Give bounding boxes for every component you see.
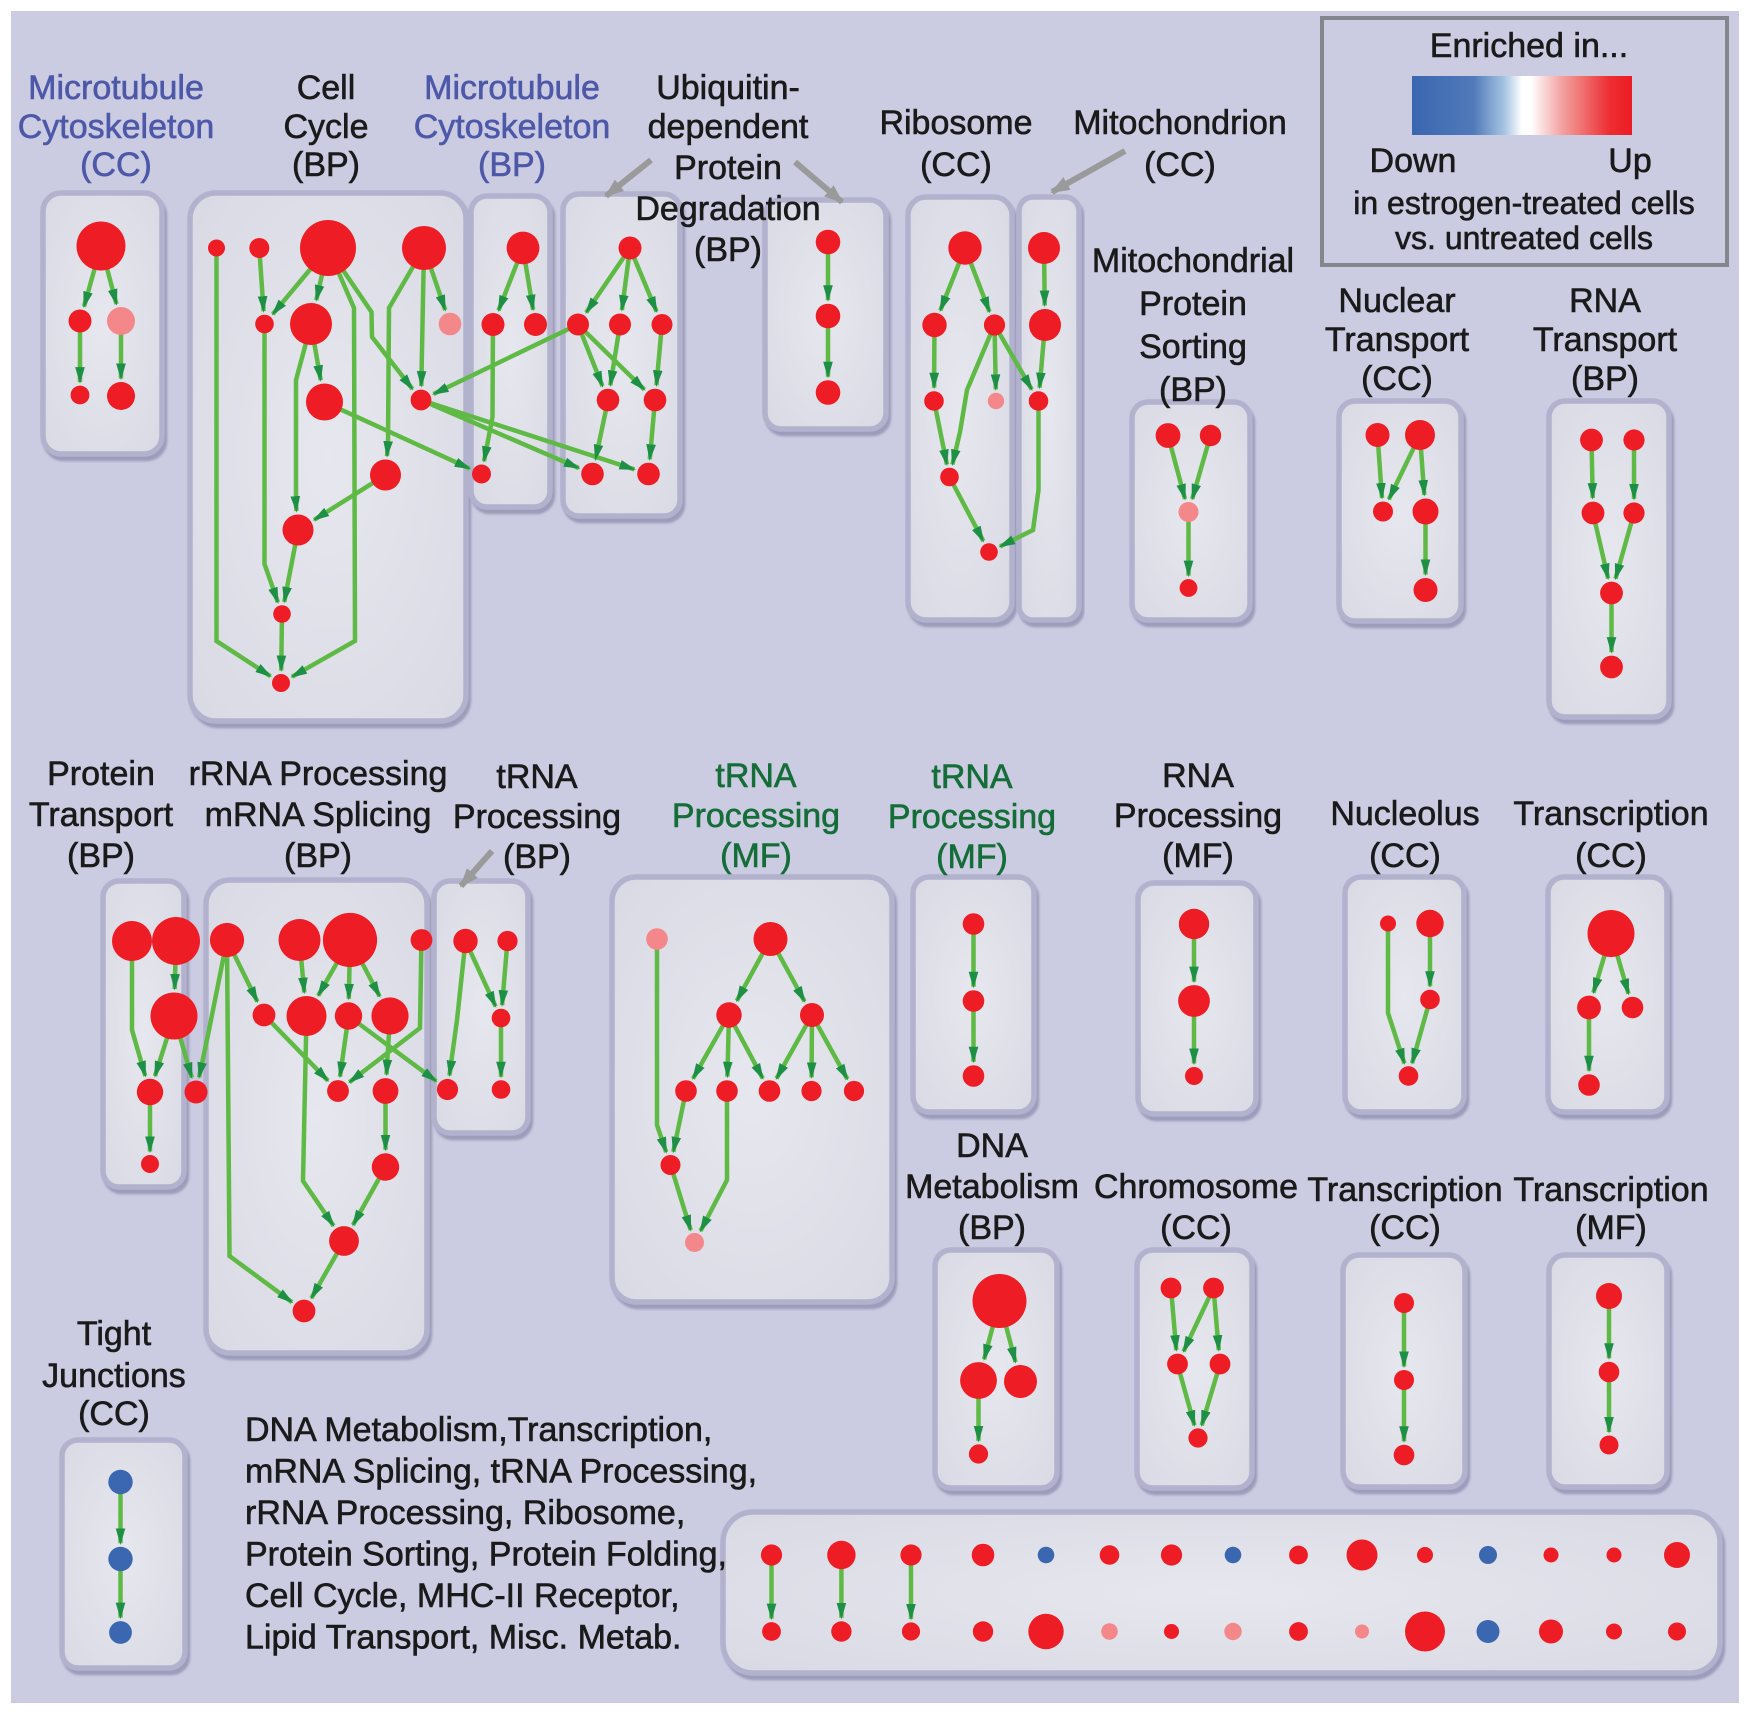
svg-text:(BP): (BP) [1571, 360, 1639, 398]
svg-text:Processing: Processing [1114, 797, 1282, 835]
svg-text:(CC): (CC) [920, 146, 992, 184]
svg-text:rRNA Processing, Ribosome,: rRNA Processing, Ribosome, [245, 1494, 685, 1532]
svg-text:(CC): (CC) [1160, 1209, 1232, 1247]
svg-text:Processing: Processing [888, 798, 1056, 836]
svg-text:(BP): (BP) [503, 838, 571, 876]
svg-text:Ribosome: Ribosome [879, 104, 1032, 142]
svg-text:Ubiquitin-: Ubiquitin- [656, 69, 800, 107]
svg-text:Cell Cycle, MHC-II Receptor,: Cell Cycle, MHC-II Receptor, [245, 1577, 680, 1615]
svg-text:dependent: dependent [648, 108, 809, 146]
svg-text:(BP): (BP) [1159, 371, 1227, 409]
svg-text:(CC): (CC) [78, 1395, 150, 1433]
svg-text:Transcription: Transcription [1513, 1171, 1708, 1209]
svg-text:(BP): (BP) [958, 1209, 1026, 1247]
svg-text:Lipid Transport, Misc. Metab.: Lipid Transport, Misc. Metab. [245, 1619, 682, 1657]
svg-text:(BP): (BP) [67, 837, 135, 875]
svg-text:Chromosome: Chromosome [1094, 1168, 1298, 1206]
svg-text:Up: Up [1608, 142, 1651, 180]
svg-text:Microtubule: Microtubule [424, 69, 600, 107]
svg-text:(BP): (BP) [478, 146, 546, 184]
svg-text:Transport: Transport [1325, 321, 1470, 359]
svg-text:vs. untreated cells: vs. untreated cells [1395, 220, 1653, 256]
svg-text:Nuclear: Nuclear [1338, 282, 1455, 320]
svg-text:Junctions: Junctions [42, 1357, 186, 1395]
svg-text:Transcription: Transcription [1513, 795, 1708, 833]
svg-text:mRNA Splicing: mRNA Splicing [205, 796, 432, 834]
svg-text:Cytoskeleton: Cytoskeleton [414, 108, 611, 146]
svg-text:Enriched in...: Enriched in... [1430, 27, 1628, 65]
svg-text:Transcription: Transcription [1307, 1171, 1502, 1209]
svg-text:Sorting: Sorting [1139, 328, 1247, 366]
svg-text:(CC): (CC) [1369, 837, 1441, 875]
svg-text:(MF): (MF) [1162, 837, 1234, 875]
svg-text:in estrogen-treated cells: in estrogen-treated cells [1353, 185, 1695, 221]
svg-text:(BP): (BP) [694, 231, 762, 269]
svg-text:Tight: Tight [77, 1315, 152, 1353]
svg-text:mRNA Splicing, tRNA Processing: mRNA Splicing, tRNA Processing, [245, 1453, 757, 1491]
svg-text:Processing: Processing [453, 798, 621, 836]
svg-text:DNA Metabolism,Transcription,: DNA Metabolism,Transcription, [245, 1411, 712, 1449]
svg-text:Mitochondrion: Mitochondrion [1073, 104, 1287, 142]
svg-text:Cell: Cell [297, 69, 356, 107]
svg-text:Protein: Protein [47, 755, 155, 793]
svg-text:Protein Sorting, Protein Foldi: Protein Sorting, Protein Folding, [245, 1536, 727, 1574]
svg-text:tRNA: tRNA [496, 758, 578, 796]
svg-text:Transport: Transport [29, 796, 174, 834]
svg-text:Protein: Protein [674, 149, 782, 187]
svg-text:Mitochondrial: Mitochondrial [1092, 242, 1294, 280]
svg-text:tRNA: tRNA [931, 758, 1013, 796]
svg-text:Transport: Transport [1533, 321, 1678, 359]
svg-text:Processing: Processing [672, 797, 840, 835]
svg-text:(MF): (MF) [936, 838, 1008, 876]
svg-text:(CC): (CC) [1361, 360, 1433, 398]
svg-text:(CC): (CC) [1575, 837, 1647, 875]
svg-text:(MF): (MF) [720, 837, 792, 875]
svg-text:(BP): (BP) [284, 837, 352, 875]
svg-text:Cytoskeleton: Cytoskeleton [18, 108, 215, 146]
svg-text:Down: Down [1370, 142, 1457, 180]
svg-text:rRNA Processing: rRNA Processing [189, 755, 448, 793]
svg-text:(BP): (BP) [292, 146, 360, 184]
svg-text:Metabolism: Metabolism [905, 1168, 1079, 1206]
svg-text:Microtubule: Microtubule [28, 69, 204, 107]
svg-text:(CC): (CC) [1369, 1209, 1441, 1247]
svg-text:Degradation: Degradation [635, 190, 820, 228]
svg-text:(CC): (CC) [1144, 146, 1216, 184]
svg-text:DNA: DNA [956, 1127, 1028, 1165]
svg-text:(CC): (CC) [80, 146, 152, 184]
svg-text:RNA: RNA [1162, 757, 1234, 795]
svg-text:Protein: Protein [1139, 285, 1247, 323]
svg-text:tRNA: tRNA [715, 757, 797, 795]
svg-text:RNA: RNA [1569, 282, 1641, 320]
svg-text:Cycle: Cycle [283, 108, 368, 146]
svg-text:Nucleolus: Nucleolus [1330, 795, 1479, 833]
svg-text:(MF): (MF) [1575, 1209, 1647, 1247]
